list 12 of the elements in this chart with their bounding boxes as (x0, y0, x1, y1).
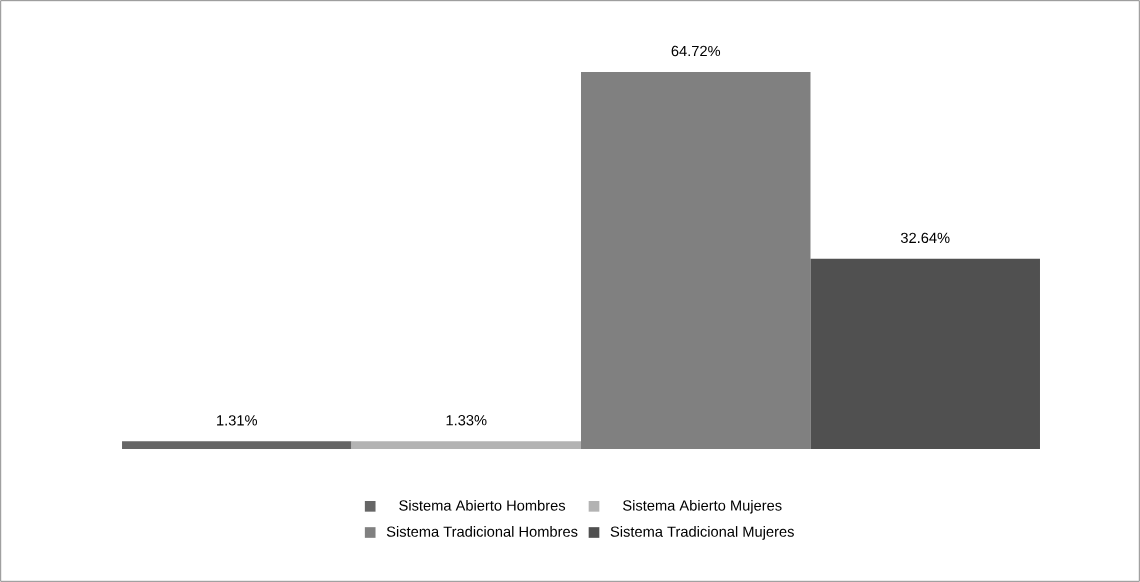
bar (810, 258, 1040, 449)
legend-label: Sistema Abierto Hombres (399, 499, 566, 511)
legend-label: Sistema Tradicional Hombres (386, 526, 578, 537)
legend-label: Sistema Abierto Mujeres (623, 499, 782, 514)
bar (122, 441, 352, 449)
legend-label: Sistema Tradicional Mujeres (610, 526, 794, 540)
bar (581, 72, 811, 449)
data-label: 32.64% (900, 232, 950, 244)
data-label: 64.72% (671, 45, 721, 57)
bar (351, 441, 582, 449)
data-label: 1.33% (446, 415, 487, 426)
data-label: 1.31% (217, 415, 258, 426)
